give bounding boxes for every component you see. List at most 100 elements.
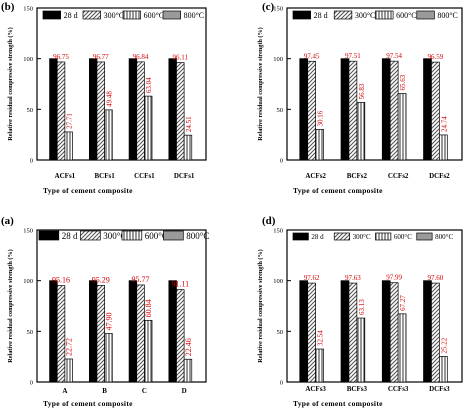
bar-28d [423, 58, 432, 161]
bar-600c [64, 358, 73, 383]
plot-frame [36, 229, 207, 383]
bar-28d [168, 58, 177, 161]
y-tick-label: 150 [273, 228, 283, 235]
legend-swatch [333, 10, 353, 20]
x-tick-label: DCFs2 [429, 172, 450, 180]
data-label: 96.77 [93, 53, 109, 61]
legend-swatch [162, 10, 181, 20]
y-tick-label: 50 [277, 329, 284, 336]
bar-300c [96, 61, 105, 161]
x-tick-label: ACFs1 [55, 172, 76, 180]
data-label: 96.59 [428, 53, 444, 61]
x-tick-label: DCFs3 [429, 385, 450, 393]
bar-300c [348, 60, 358, 161]
legend-label: 600°C [144, 11, 165, 20]
bar-28d [340, 58, 350, 161]
data-label: 24.74 [440, 116, 448, 132]
y-tick-label: 100 [273, 278, 283, 285]
legend-swatch [82, 10, 101, 20]
y-axis-label: Relative residual compressive strength (… [7, 27, 14, 140]
bar-28d [49, 280, 58, 383]
legend-label: 300°C [104, 11, 125, 20]
legend: 28 d 300°C 600°C 800°C [292, 232, 453, 241]
y-tick-label: 150 [23, 6, 33, 13]
bar-600c [439, 356, 448, 383]
y-tick-label: 150 [23, 228, 33, 235]
x-tick-label: CCFs3 [388, 385, 409, 393]
bar-600c [104, 109, 113, 161]
plot-frame [36, 7, 207, 161]
data-label: 63.04 [145, 77, 153, 93]
x-tick-label: BCFs2 [347, 172, 368, 180]
data-label: 25.22 [440, 337, 448, 353]
data-label: 32.54 [317, 330, 325, 346]
x-tick-label: C [142, 387, 147, 395]
y-tick-label: 0 [30, 380, 33, 387]
data-label: 60.84 [144, 299, 153, 317]
x-axis-label: Type of cement composite [293, 399, 383, 408]
bar-300c [176, 62, 185, 161]
legend-swatch [121, 230, 143, 241]
legend-swatch [416, 232, 433, 241]
bar-600c [397, 313, 407, 383]
legend-label: 300°C [103, 231, 126, 241]
data-label: 56.83 [358, 83, 366, 99]
legend-swatch [333, 232, 350, 241]
legend-label: 28 d [311, 233, 324, 241]
bar-300c [431, 61, 440, 161]
y-tick-label: 100 [23, 278, 33, 285]
bar-28d [299, 58, 309, 161]
data-label: 95.77 [132, 275, 150, 284]
x-axis-label: Type of cement composite [43, 186, 133, 195]
legend-swatch [375, 10, 394, 20]
y-axis-label: Relative residual compressive strength (… [7, 249, 14, 362]
x-tick-label: BCFs1 [95, 172, 116, 180]
data-label: 96.75 [53, 53, 69, 61]
x-tick-label: ACFs3 [305, 385, 326, 393]
data-label: 24.51 [185, 116, 193, 132]
bar-28d [168, 280, 177, 383]
legend-label: 300°C [353, 233, 371, 241]
bar-300c [307, 282, 316, 383]
bar-600c [144, 95, 153, 161]
y-tick-label: 100 [273, 56, 283, 63]
data-label: 96.11 [173, 54, 189, 62]
chart-panel-1: (c) 0 50 100 150 Relative residual compressiv… [257, 1, 463, 195]
legend: 28 d 300°C 600°C 800°C [292, 10, 458, 20]
bar-600c [397, 93, 407, 161]
plot-frame [286, 7, 463, 161]
x-tick-label: D [182, 387, 187, 395]
bar-600c [183, 134, 193, 161]
bar-28d [88, 280, 98, 383]
panel-label: (b) [1, 1, 15, 13]
data-label: 22.72 [65, 338, 74, 356]
data-label: 97.99 [386, 274, 402, 282]
bar-28d [299, 280, 309, 383]
bar-600c [144, 319, 153, 383]
bar-600c [356, 102, 366, 161]
data-label: 97.63 [345, 274, 361, 282]
legend-swatch [292, 10, 311, 20]
legend-swatch [42, 10, 61, 20]
bar-600c [64, 131, 73, 161]
legend-swatch [163, 230, 184, 241]
bar-28d [128, 280, 138, 383]
bar-600c [104, 333, 113, 383]
bar-300c [176, 289, 185, 383]
legend-swatch [80, 230, 101, 241]
data-label: 97.60 [428, 274, 444, 282]
bar-600c [439, 134, 448, 161]
bar-28d [340, 280, 350, 383]
legend: 28 d 300°C 600°C 800°C [38, 230, 209, 241]
legend-label: 800°C [437, 11, 458, 20]
bar-600c [315, 348, 324, 383]
panel-label: (a) [1, 215, 14, 227]
legend-label: 800°C [186, 231, 209, 241]
x-tick-label: ACFs2 [305, 172, 326, 180]
y-axis-label: Relative residual compressive strength (… [257, 27, 264, 140]
data-label: 22.46 [184, 338, 193, 356]
y-tick-label: 100 [23, 56, 33, 63]
data-label: 96.84 [133, 53, 149, 61]
bar-300c [348, 282, 358, 383]
